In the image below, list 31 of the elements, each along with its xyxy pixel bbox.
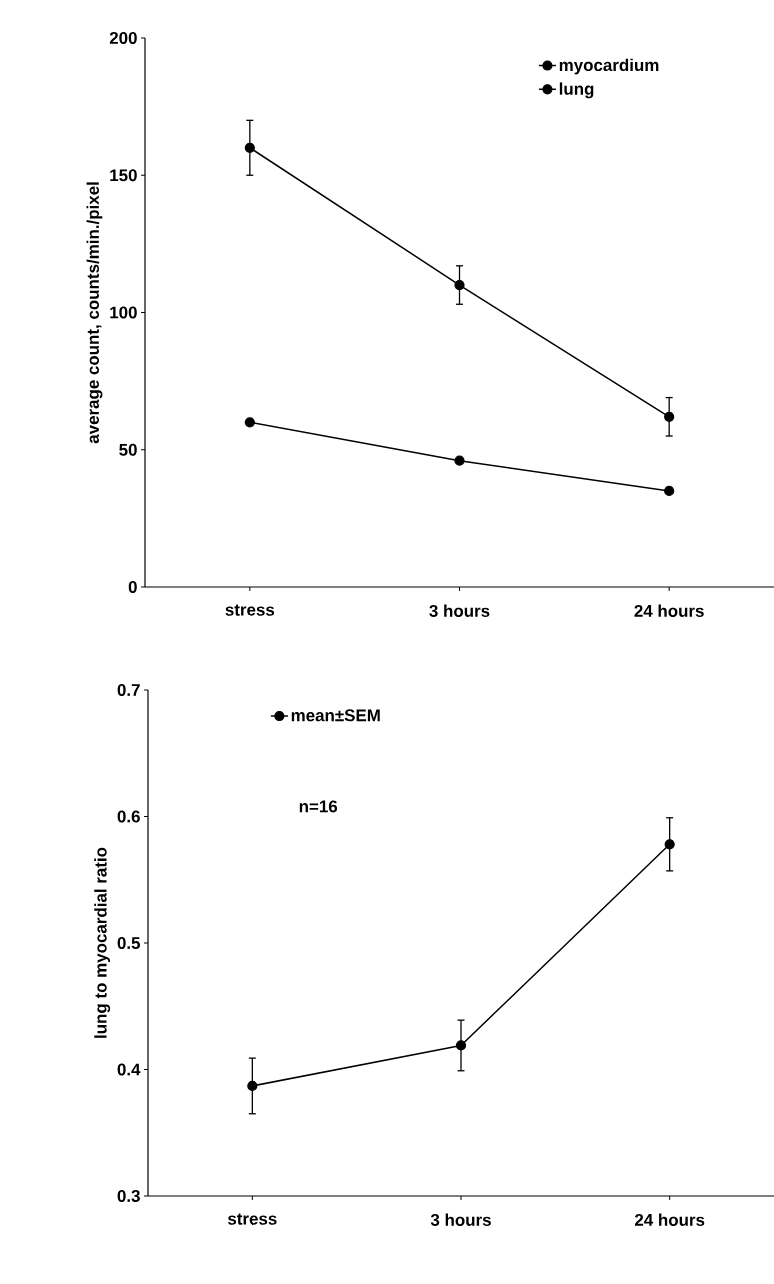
- point: [664, 485, 675, 497]
- point: [244, 142, 255, 153]
- annotation: n=16: [299, 800, 338, 813]
- point: [454, 455, 465, 466]
- x-tick-label: stress: [227, 1213, 277, 1225]
- y-tick-label: 0.6: [117, 810, 140, 823]
- legend-label: myocardium: [559, 58, 659, 75]
- x-tick-label: 3 hours: [429, 604, 490, 617]
- x-tick-label: 24 hours: [634, 1213, 705, 1226]
- point: [454, 279, 465, 291]
- y-tick-label: 50: [119, 443, 137, 456]
- point: [247, 1080, 258, 1092]
- x-tick-label: 3 hours: [430, 1213, 491, 1226]
- y-tick-label: 0.5: [117, 937, 141, 949]
- y-axis-title: lung to myocardial ratio: [94, 847, 111, 1038]
- legend-label: lung: [559, 82, 594, 99]
- y-tick-label: 0.3: [117, 1189, 140, 1203]
- y-tick-label: 150: [110, 169, 137, 182]
- point: [244, 417, 255, 428]
- point: [664, 839, 675, 850]
- y-tick-label: 0: [128, 580, 137, 593]
- y-tick-label: 200: [109, 31, 137, 44]
- point: [455, 1040, 467, 1051]
- point: [664, 411, 675, 422]
- x-tick-label: stress: [225, 604, 275, 616]
- y-tick-label: 0.7: [117, 684, 140, 696]
- y-axis-title: average count, counts/min./pixel: [86, 182, 103, 444]
- legend-label: mean±SEM: [291, 709, 380, 722]
- x-tick-label: 24 hours: [634, 604, 704, 617]
- y-tick-label: 100: [110, 306, 137, 319]
- y-tick-label: 0.4: [117, 1063, 141, 1076]
